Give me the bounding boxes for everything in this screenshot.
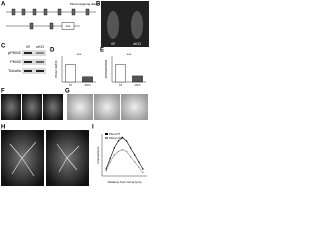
line — [105, 149, 144, 173]
point — [138, 166, 140, 168]
micrographs — [1, 94, 148, 186]
bar — [82, 76, 93, 83]
point — [117, 150, 120, 153]
point — [142, 171, 144, 174]
panel-label: I — [92, 125, 94, 131]
y-axis-label: pPKM2/PKM2 — [104, 59, 108, 78]
x-tick-label: cKO — [135, 83, 142, 87]
mouse — [107, 11, 119, 39]
blot-label: Tubulin — [8, 68, 21, 73]
legend-swatch — [105, 137, 108, 139]
mouse — [131, 11, 143, 39]
point — [138, 161, 140, 163]
bar — [115, 64, 126, 83]
blot-header: f/f — [26, 44, 30, 49]
panel-label: F — [1, 89, 5, 95]
x-tick-label: f/f — [119, 83, 122, 87]
point — [109, 161, 111, 163]
y-axis-label: Pkm2 mRNA — [54, 60, 58, 77]
x-tick-label: cKO — [85, 83, 92, 87]
point — [109, 157, 111, 160]
blot-header: cKO — [36, 44, 44, 49]
point — [121, 149, 124, 151]
point — [105, 170, 107, 172]
panel-label: G — [65, 89, 70, 95]
significance: *** — [77, 52, 82, 57]
legend-swatch — [105, 133, 108, 135]
gene-diagram — [6, 8, 96, 30]
legend-label: Pkm2 cKO — [109, 136, 124, 140]
significance: *** — [127, 52, 132, 57]
legend-label: Pkm2 f/f — [109, 132, 120, 136]
panel-label: D — [50, 48, 55, 54]
line — [105, 137, 144, 170]
point — [142, 168, 144, 170]
western-blot — [22, 50, 46, 74]
cre-label: Cre — [66, 24, 71, 28]
blot-label: pPKM2 — [8, 50, 22, 55]
point — [134, 154, 136, 156]
bar — [65, 64, 76, 83]
panel-label: A — [1, 2, 6, 8]
point — [134, 161, 136, 163]
panel-label: B — [96, 2, 101, 8]
point — [117, 140, 120, 142]
mouse-label: f/f — [111, 41, 115, 46]
panel-label: H — [1, 125, 5, 131]
point — [129, 156, 132, 158]
bar — [132, 75, 143, 83]
panel-label: E — [100, 48, 104, 54]
mouse-label: cKO — [133, 41, 141, 46]
point — [113, 147, 115, 149]
point — [121, 136, 124, 139]
point — [125, 150, 128, 153]
y-axis-label: Intersections — [96, 146, 100, 164]
point — [125, 140, 128, 142]
panel-label: C — [1, 44, 6, 50]
x-tick-label: f/f — [69, 83, 72, 87]
figure: A B C D E F G H I Pkm2 targeting allele … — [1, 1, 149, 186]
gene-label: Pkm2 targeting allele — [70, 2, 98, 6]
blot-label: PKM2 — [10, 59, 22, 64]
point — [129, 147, 132, 149]
point — [113, 154, 115, 156]
x-axis-label: Distance from soma (µm) — [108, 180, 142, 184]
